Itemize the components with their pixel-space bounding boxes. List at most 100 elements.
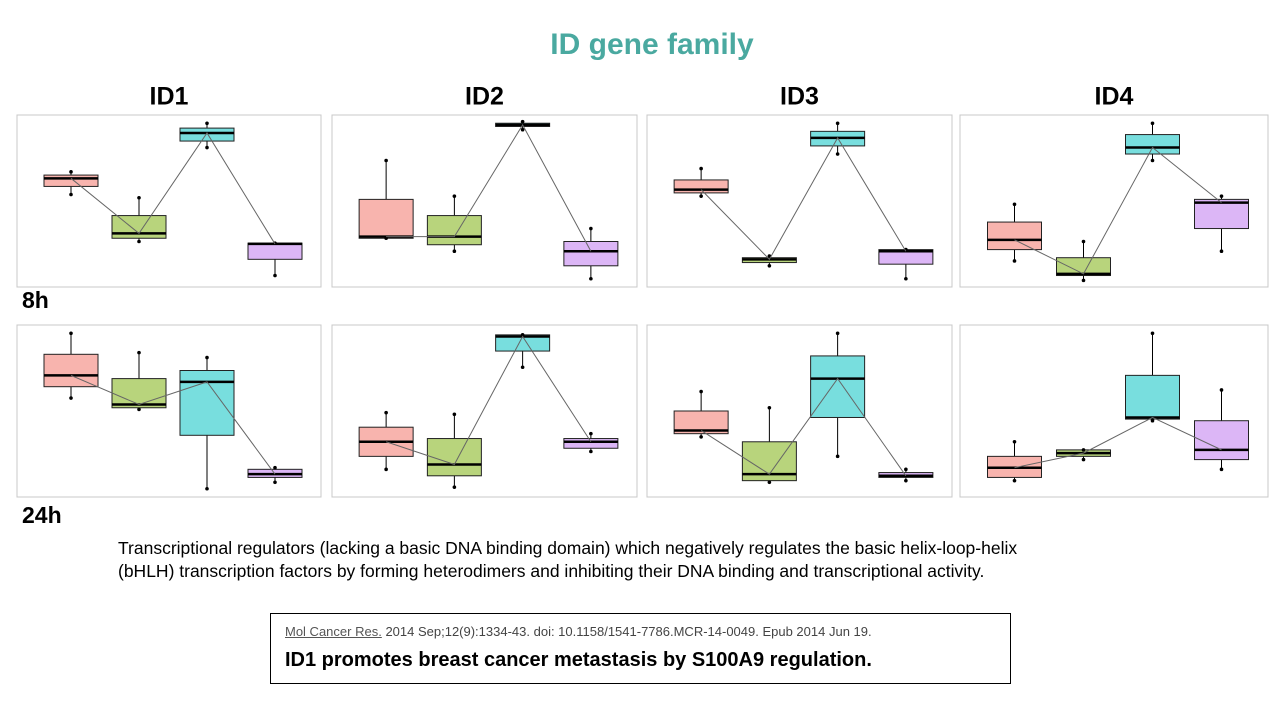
journal: Mol Cancer Res.: [285, 624, 382, 639]
min-point: [904, 478, 908, 483]
min-point: [69, 192, 73, 197]
max-point: [1150, 331, 1155, 336]
min-point: [1081, 457, 1086, 462]
max-point: [69, 331, 73, 336]
box: [426, 438, 482, 477]
row-label: 8h: [22, 287, 49, 313]
min-point: [589, 449, 593, 454]
column-header: ID1: [150, 83, 189, 111]
min-point: [205, 486, 209, 491]
min-point: [205, 145, 209, 150]
min-point: [767, 264, 772, 268]
max-point: [589, 431, 593, 436]
median-line: [70, 132, 276, 245]
min-point: [137, 407, 141, 412]
charts: ID gene family 8h 24h ID1 ID2 ID3 ID4: [16, 28, 1269, 528]
min-point: [835, 152, 840, 156]
min-point: [384, 467, 388, 472]
slide-title: ID gene family: [550, 28, 754, 61]
box: [673, 179, 729, 194]
min-point: [452, 249, 457, 254]
box: [43, 353, 99, 388]
min-point: [767, 480, 772, 485]
max-point: [1219, 194, 1224, 198]
min-point: [589, 276, 593, 281]
box: [810, 355, 866, 418]
min-point: [1150, 418, 1155, 423]
column-header: ID3: [780, 83, 819, 111]
column-header: ID4: [1095, 83, 1134, 111]
median-line: [700, 136, 907, 261]
median-line: [385, 335, 592, 466]
median-line: [700, 377, 907, 477]
box: [563, 241, 619, 267]
max-point: [452, 194, 457, 198]
column-header: ID2: [465, 83, 504, 111]
panel: [959, 114, 1269, 288]
headline: ID1 promotes breast cancer metastasis by…: [285, 649, 872, 671]
max-point: [1012, 202, 1017, 207]
min-point: [1012, 478, 1017, 483]
median-line: [1014, 146, 1222, 275]
box: [1194, 198, 1249, 230]
description: Transcriptional regulators (lacking a ba…: [118, 538, 1018, 581]
box: [1194, 420, 1249, 461]
max-point: [69, 170, 73, 174]
median-line: [1014, 416, 1222, 469]
max-point: [1081, 448, 1086, 452]
min-point: [137, 239, 141, 244]
max-point: [1150, 121, 1155, 126]
box: [43, 174, 99, 187]
min-point: [452, 485, 457, 489]
min-point: [69, 396, 73, 400]
max-point: [767, 405, 772, 410]
citation-box: Mol Cancer Res. 2014 Sep;12(9):1334-43. …: [270, 613, 1011, 684]
box: [673, 410, 729, 435]
box: [987, 221, 1042, 251]
box: [1125, 134, 1180, 155]
box: [247, 242, 303, 260]
max-point: [1081, 239, 1086, 244]
min-point: [1012, 259, 1017, 263]
details: 2014 Sep;12(9):1334-43. doi: 10.1158/154…: [385, 624, 872, 639]
median-line: [386, 123, 592, 252]
max-point: [589, 226, 593, 231]
max-point: [699, 389, 703, 394]
max-point: [137, 195, 141, 200]
min-point: [520, 127, 525, 132]
min-point: [520, 365, 525, 370]
min-point: [1081, 278, 1086, 283]
max-point: [699, 166, 703, 171]
min-point: [384, 236, 388, 241]
box: [563, 438, 619, 449]
panel: [331, 324, 638, 498]
max-point: [137, 350, 141, 355]
max-point: [205, 355, 209, 360]
min-point: [1219, 249, 1224, 254]
max-point: [384, 158, 388, 163]
max-point: [520, 119, 525, 124]
min-point: [1219, 467, 1224, 472]
box: [1125, 374, 1180, 420]
max-point: [273, 465, 277, 470]
min-point: [1150, 158, 1155, 163]
min-point: [273, 273, 277, 278]
row-label: 24h: [22, 502, 62, 528]
max-point: [835, 121, 840, 126]
box: [1056, 257, 1111, 277]
box: [426, 215, 482, 246]
median-line: [70, 374, 276, 475]
max-point: [384, 410, 388, 415]
min-point: [699, 435, 703, 439]
max-point: [1012, 439, 1017, 444]
citation-line: Mol Cancer Res. 2014 Sep;12(9):1334-43. …: [285, 624, 996, 639]
min-point: [904, 276, 908, 281]
max-point: [904, 467, 908, 472]
max-point: [520, 333, 525, 337]
min-point: [835, 454, 840, 459]
box: [358, 198, 414, 239]
box: [179, 127, 235, 142]
box: [111, 215, 167, 239]
min-point: [273, 480, 277, 485]
